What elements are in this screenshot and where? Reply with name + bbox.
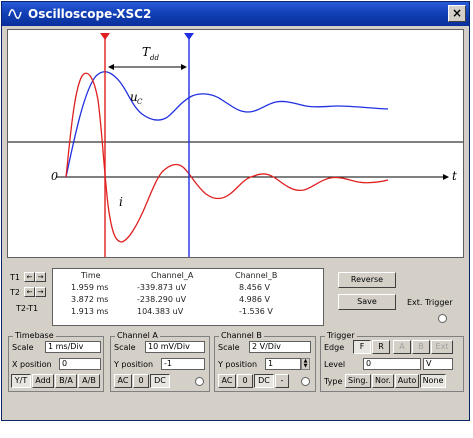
t1-time: 1.959 ms — [71, 283, 109, 292]
uc-sub: C — [137, 98, 143, 106]
oscilloscope-icon — [8, 9, 22, 19]
channel-b-dc-button[interactable]: DC — [254, 374, 274, 388]
channel-b-title: Channel B — [219, 331, 264, 340]
channel-a-ac-button[interactable]: AC — [114, 374, 132, 388]
channel-b-ac-button[interactable]: AC — [218, 374, 236, 388]
type-auto-button[interactable]: Auto — [395, 374, 419, 388]
scope-screen[interactable]: 0 t T dd u C i — [7, 29, 464, 258]
time-axis-label: t — [452, 169, 457, 183]
channel-b-trace — [65, 71, 389, 178]
channel-b-ypos-spinner[interactable]: ▲ ▼ — [301, 358, 310, 370]
t2-channel-a: -238.290 uV — [137, 295, 187, 304]
tdelta-arrow-right — [181, 64, 187, 70]
channel-a-scale-input[interactable]: 10 mV/Div — [145, 341, 205, 353]
close-button[interactable]: × — [448, 5, 466, 22]
timebase-scale-input[interactable]: 1 ms/Div — [45, 341, 101, 353]
tdelta-sub: dd — [150, 54, 159, 62]
channel-b-ypos-label: Y position — [218, 360, 258, 369]
channel-b-minus-button[interactable]: - — [275, 374, 289, 388]
trigger-level-unit[interactable]: V — [423, 358, 453, 370]
x-position-label: X position — [12, 360, 52, 369]
trigger-type-label: Type — [324, 377, 343, 386]
t2-t1-label: T2-T1 — [16, 304, 39, 313]
tdelta-arrow-left — [108, 64, 114, 70]
trigger-edge-label: Edge — [324, 343, 345, 352]
timebase-title: Timebase — [13, 331, 56, 340]
trigger-source-a-button[interactable]: A — [393, 340, 411, 354]
t2-right-button[interactable]: → — [35, 287, 46, 297]
trigger-group: Trigger Edge F R A B Ext Level 0 V Type … — [320, 331, 464, 392]
channel-a-trace — [65, 72, 389, 243]
channel-b-scale-input[interactable]: 2 V/Div — [249, 341, 311, 353]
header-channel-b: Channel_B — [235, 271, 278, 280]
channel-a-title: Channel A — [115, 331, 160, 340]
mode-add-button[interactable]: Add — [32, 374, 54, 388]
channel-b-group: Channel B Scale 2 V/Div Y position 1 ▲ ▼ … — [214, 331, 316, 392]
edge-rising-button[interactable]: R — [372, 340, 390, 354]
t1-label: T1 — [10, 273, 20, 282]
oscilloscope-window: Oscilloscope-XSC2 × 0 t T dd u C i T1 ← — [1, 1, 470, 421]
channel-a-ypos-label: Y position — [114, 360, 154, 369]
trigger-source-ext-button[interactable]: Ext — [431, 340, 453, 354]
delta-channel-b: -1.536 V — [239, 307, 273, 316]
t2-time: 3.872 ms — [71, 295, 109, 304]
channel-b-zero-button[interactable]: 0 — [237, 374, 253, 388]
t1-channel-a: -339.873 uV — [137, 283, 187, 292]
mode-ab-button[interactable]: A/B — [78, 374, 100, 388]
mode-yt-button[interactable]: Y/T — [11, 374, 31, 388]
uc-label: u — [130, 90, 138, 104]
reverse-button[interactable]: Reverse — [338, 272, 396, 288]
tdelta-label: T — [142, 45, 151, 59]
channel-a-group: Channel A Scale 10 mV/Div Y position -1 … — [110, 331, 210, 392]
channel-a-zero-button[interactable]: 0 — [133, 374, 149, 388]
origin-label: 0 — [51, 170, 58, 183]
edge-falling-button[interactable]: F — [353, 340, 371, 354]
header-channel-a: Channel_A — [151, 271, 194, 280]
header-time: Time — [81, 271, 101, 280]
trigger-source-b-button[interactable]: B — [412, 340, 430, 354]
ext-trigger-label: Ext. Trigger — [407, 298, 453, 307]
ext-trigger-terminal[interactable] — [438, 314, 447, 323]
channel-a-ypos-input[interactable]: -1 — [161, 358, 205, 370]
timebase-scale-label: Scale — [12, 343, 34, 352]
channel-b-terminal[interactable] — [301, 377, 310, 386]
i-label: i — [119, 195, 123, 209]
t2-channel-b: 4.986 V — [239, 295, 270, 304]
channel-a-dc-button[interactable]: DC — [150, 374, 170, 388]
scope-plot: 0 t T dd u C i — [8, 33, 463, 257]
t1-right-button[interactable]: → — [35, 272, 46, 282]
channel-b-scale-label: Scale — [218, 343, 240, 352]
time-axis-arrow — [443, 174, 449, 180]
t1-channel-b: 8.456 V — [239, 283, 270, 292]
cursor-1-handle[interactable] — [100, 33, 110, 40]
timebase-group: Timebase Scale 1 ms/Div X position 0 Y/T… — [8, 331, 104, 392]
type-single-button[interactable]: Sing. — [345, 374, 371, 388]
save-button[interactable]: Save — [338, 294, 396, 310]
trigger-title: Trigger — [325, 331, 357, 340]
trigger-level-input[interactable]: 0 — [363, 358, 421, 370]
title-bar[interactable]: Oscilloscope-XSC2 × — [2, 2, 469, 26]
t1-left-button[interactable]: ← — [24, 272, 35, 282]
channel-a-scale-label: Scale — [114, 343, 136, 352]
window-title: Oscilloscope-XSC2 — [28, 7, 152, 21]
mode-ba-button[interactable]: B/A — [55, 374, 77, 388]
t2-left-button[interactable]: ← — [24, 287, 35, 297]
delta-time: 1.913 ms — [71, 307, 109, 316]
type-normal-button[interactable]: Nor. — [372, 374, 394, 388]
readout-table: Time Channel_A Channel_B 1.959 ms -339.8… — [52, 268, 324, 326]
channel-a-terminal[interactable] — [195, 377, 204, 386]
t2-label: T2 — [10, 288, 20, 297]
x-position-input[interactable]: 0 — [59, 358, 101, 370]
trigger-level-label: Level — [324, 360, 346, 369]
type-none-button[interactable]: None — [420, 374, 446, 388]
cursor-2-handle[interactable] — [184, 33, 194, 40]
channel-b-ypos-input[interactable]: 1 — [265, 358, 301, 370]
delta-channel-a: 104.383 uV — [137, 307, 184, 316]
